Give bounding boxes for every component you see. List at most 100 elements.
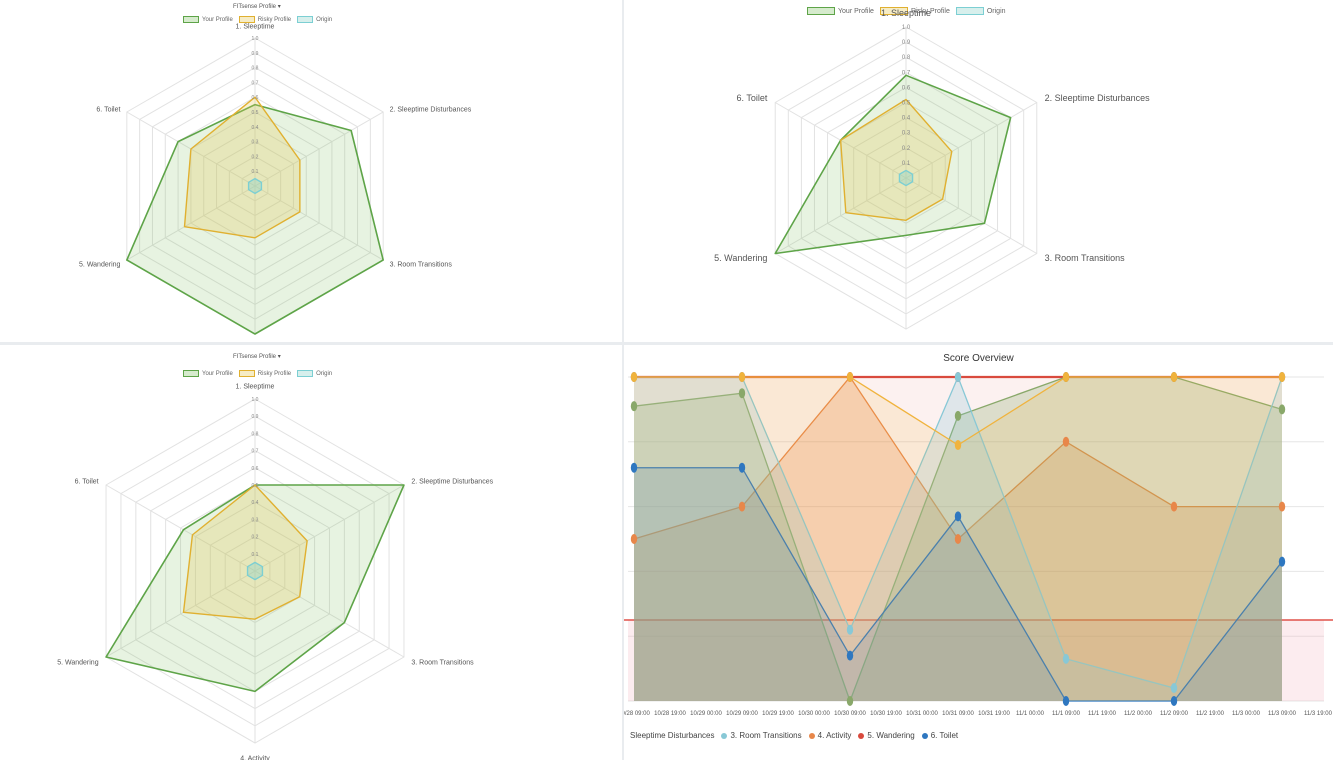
radial-tick-label: 0.1 [902, 161, 911, 167]
data-point [1278, 501, 1286, 512]
data-point [954, 440, 962, 451]
series-area-3 [247, 177, 263, 195]
legend-label: 6. Toilet [930, 731, 959, 740]
radial-tick-label: 0.7 [252, 80, 259, 86]
legend-swatch [183, 16, 199, 23]
legend-label: Risky Profile [257, 16, 292, 23]
axis-label: 6. Toilet [96, 106, 120, 113]
x-tick-label: 10/30 19:00 [870, 711, 902, 717]
radial-tick-label: 0.7 [252, 449, 259, 455]
radial-tick-label: 0.2 [252, 154, 259, 160]
grid-spoke [254, 570, 405, 658]
legend-item-room-transitions[interactable]: 3. Room Transitions [721, 731, 802, 740]
x-tick-label: 11/1 19:00 [1088, 711, 1117, 717]
axis-label: 1. Sleeptime [236, 24, 275, 31]
legend-label: 4. Activity [817, 731, 852, 740]
legend-item-origin[interactable]: Origin [297, 16, 332, 23]
radial-tick-label: 1.0 [252, 36, 259, 42]
legend-item-wandering[interactable]: 5. Wandering [858, 731, 915, 740]
legend-item-your-profile[interactable]: Your Profile [807, 7, 874, 15]
grid-spoke [254, 185, 384, 261]
legend-item-toilet[interactable]: 6. Toilet [921, 731, 959, 740]
radial-tick-label: 0.5 [252, 483, 259, 489]
data-point [1170, 696, 1178, 706]
legend-label: 5. Wandering [867, 731, 915, 740]
series-area-2 [182, 484, 308, 620]
grid-spoke [126, 185, 256, 261]
legend-item-risky-profile[interactable]: Risky Profile [238, 370, 291, 377]
radial-tick-label: 0.8 [252, 431, 259, 437]
legend-swatch [183, 370, 199, 377]
legend-label: Origin [986, 7, 1006, 15]
axis-label: 4. Activity [240, 756, 270, 760]
radial-tick-label: 0.7 [902, 70, 911, 76]
radial-tick-label: 0.2 [252, 535, 259, 541]
legend-item-your-profile[interactable]: Your Profile [183, 370, 233, 377]
legend-item-sleeptime-disturbances[interactable]: Sleeptime Disturbances [630, 731, 714, 740]
legend-item-risky-profile[interactable]: Risky Profile [879, 7, 950, 15]
legend-label: Your Profile [838, 7, 874, 15]
x-tick-label: 11/2 00:00 [1124, 711, 1153, 717]
legend-label: Your Profile [202, 370, 233, 377]
radar-chart-1: 0.1 0.2 0.3 0.4 0.5 0.6 0.7 0.8 0.9 1.0 1. Sleepti… [79, 24, 472, 335]
profile-dropdown-label: FITsense Profile [233, 4, 277, 10]
radial-tick-label: 0.2 [902, 146, 911, 152]
axis-label: 1. Sleeptime [881, 8, 931, 18]
data-point [846, 650, 854, 661]
grid-spoke [105, 484, 256, 572]
x-tick-label: 10/31 09:00 [942, 711, 974, 717]
legend-item-origin[interactable]: Origin [955, 7, 1006, 15]
x-tick-label: 11/3 19:00 [1304, 711, 1333, 717]
radial-tick-label: 1.0 [902, 25, 911, 31]
x-tick-label: 11/2 09:00 [1160, 711, 1189, 717]
legend-item-your-profile[interactable]: Your Profile [183, 16, 233, 23]
series-area-3 [898, 169, 914, 187]
threshold-band [628, 620, 1324, 701]
data-point [1062, 436, 1070, 447]
data-point [1062, 653, 1070, 664]
x-tick-label: 10/29 19:00 [762, 711, 794, 717]
radial-tick-label: 0.6 [252, 95, 259, 101]
series-area [634, 467, 1282, 701]
radial-tick-label: 0.5 [902, 101, 911, 107]
radial-tick-label: 0.3 [902, 131, 911, 137]
radar-panel-1: FITsense Profile ▾ Your Profile Risky Pr… [0, 0, 622, 342]
x-tick-label: 10/30 09:00 [834, 711, 866, 717]
legend-item-risky-profile[interactable]: Risky Profile [238, 16, 292, 23]
x-tick-label: 11/3 09:00 [1268, 711, 1297, 717]
legend-item-activity[interactable]: 4. Activity [808, 731, 852, 740]
legend-marker [721, 732, 728, 739]
radial-tick-label: 0.3 [252, 140, 259, 146]
profile-dropdown[interactable]: FITsense Profile ▾ [233, 3, 281, 10]
profile-dropdown-label: FITsense Profile [233, 354, 277, 360]
x-tick-label: 11/1 09:00 [1052, 711, 1081, 717]
radar-legend: Your Profile Risky Profile Origin [807, 7, 1006, 15]
x-tick-label: 11/3 00:00 [1232, 711, 1261, 717]
legend-swatch [879, 7, 908, 15]
axis-label: 5. Wandering [714, 253, 767, 263]
legend-swatch [297, 370, 314, 377]
x-tick-label: 11/1 00:00 [1016, 711, 1045, 717]
x-tick-label: 11/2 19:00 [1196, 711, 1225, 717]
data-point [738, 388, 746, 399]
x-tick-label: 10/31 00:00 [906, 711, 938, 717]
series-area-2 [839, 98, 953, 221]
radar-panel-2: Your Profile Risky Profile Origin 0.1 0.2… [624, 0, 1333, 342]
radial-tick-label: 0.4 [252, 500, 259, 506]
legend-label: Origin [316, 16, 333, 23]
caret-down-icon: ▾ [277, 4, 281, 10]
radial-tick-label: 0.9 [252, 51, 259, 57]
axis-label: 4. Activity [887, 341, 926, 342]
x-tick-label: 10/29 00:00 [690, 711, 722, 717]
radial-tick-label: 0.1 [252, 169, 259, 175]
legend-item-origin[interactable]: Origin [297, 370, 332, 377]
profile-dropdown[interactable]: FITsense Profile ▾ [233, 353, 281, 360]
data-point [1278, 404, 1286, 415]
data-point [846, 696, 854, 706]
legend-swatch [297, 16, 314, 23]
axis-label: 5. Wandering [79, 262, 120, 269]
grid-spoke [905, 102, 1038, 179]
data-point [1062, 372, 1070, 382]
legend-swatch [807, 7, 835, 15]
